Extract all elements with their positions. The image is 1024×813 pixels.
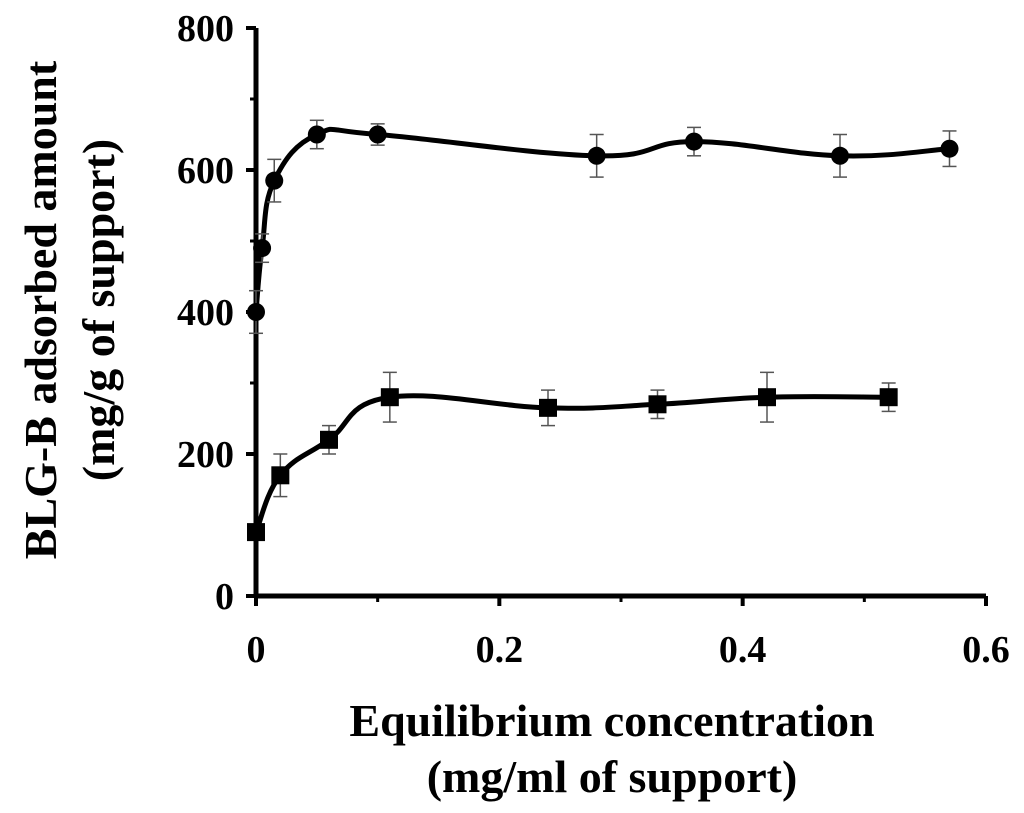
data-point-square [648,395,667,414]
x-tick-label: 0 [247,629,266,671]
series-line-circle [253,126,950,313]
data-point-circle [253,239,272,258]
axes [246,26,988,606]
x-tick-label: 0.6 [962,629,1010,671]
x-axis-title-line2: (mg/ml of support) [427,751,798,802]
data-point-circle [247,303,265,321]
data-point-circle [368,125,387,144]
labels: 0 200 400 600 800 0 0.2 0.4 0.6 Equilibrium conce… [15,8,1010,802]
y-tick-label: 400 [177,292,234,334]
x-tick-label: 0.2 [476,629,524,671]
data-point-square [247,523,265,542]
series-layer [247,119,959,542]
data-point-square [320,430,338,449]
data-point-circle [685,132,703,151]
data-point-circle [307,125,326,144]
data-point-circle [587,146,606,165]
series-circle [247,119,959,335]
series-line-square [253,393,889,534]
y-tick-label: 0 [215,576,234,618]
data-point-circle [940,139,959,158]
y-axis-title-line2: (mg/g of support) [73,139,124,481]
data-point-circle [831,146,849,165]
data-point-square [539,398,557,417]
x-axis-title-line1: Equilibrium concentration [349,695,874,746]
y-tick-label: 200 [177,434,234,476]
x-tick-label: 0.4 [719,629,767,671]
y-tick-label: 800 [177,8,234,50]
data-point-square [271,466,290,485]
data-point-square [758,388,776,407]
y-tick-label: 600 [177,150,234,192]
data-point-square [879,388,898,407]
y-axis-title-line1: BLG-B adsorbed amount [15,60,66,559]
data-point-circle [265,171,284,190]
data-point-square [380,388,399,407]
series-square [247,371,898,542]
